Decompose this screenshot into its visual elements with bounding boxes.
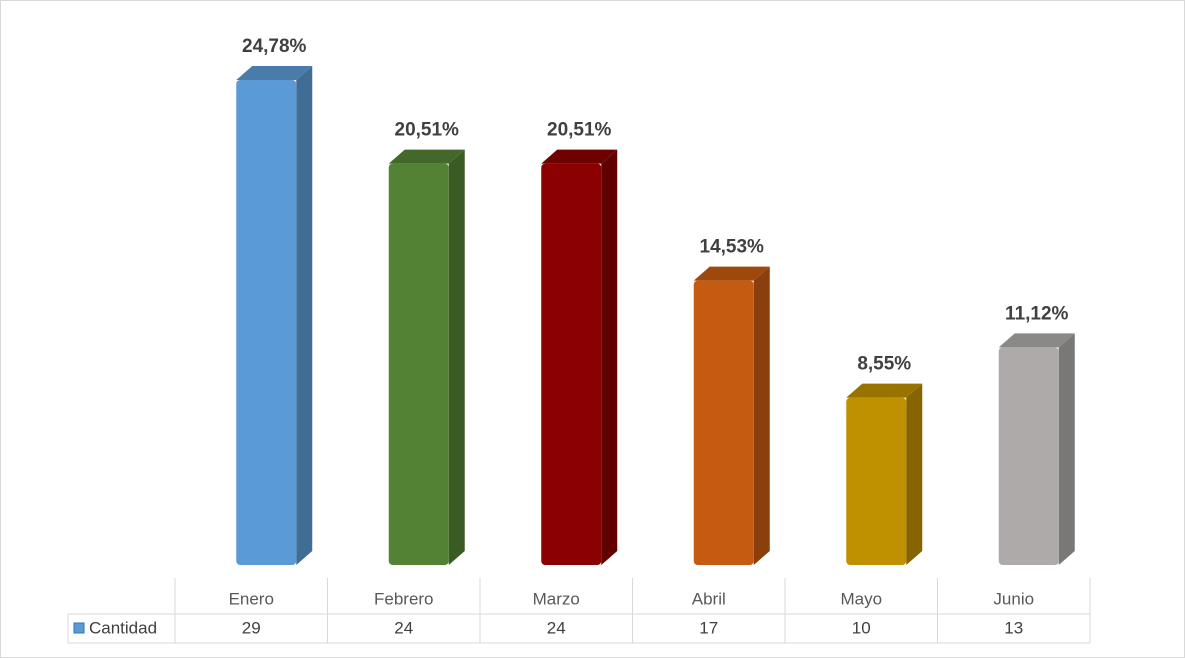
- x-tick-label: Enero: [229, 589, 274, 608]
- bar: [693, 280, 754, 565]
- bar: [998, 347, 1059, 565]
- data-label: 24,78%: [242, 36, 307, 57]
- table-value: 13: [1004, 618, 1023, 637]
- x-tick-label: Junio: [993, 589, 1034, 608]
- data-label: 20,51%: [395, 120, 460, 141]
- x-tick-label: Marzo: [533, 589, 580, 608]
- bar-top: [998, 333, 1075, 348]
- bar: [388, 163, 449, 566]
- bar: [846, 397, 907, 565]
- bar-top: [846, 383, 923, 398]
- bar-top: [693, 266, 770, 281]
- table-row-name: Cantidad: [89, 618, 157, 637]
- legend-swatch: [73, 622, 85, 634]
- data-label: 11,12%: [1005, 303, 1068, 324]
- x-tick-label: Febrero: [374, 589, 434, 608]
- bar-top: [541, 149, 618, 164]
- table-value: 29: [242, 618, 261, 637]
- bar-side: [1058, 333, 1075, 565]
- x-tick-label: Mayo: [840, 589, 882, 608]
- bar-side: [753, 266, 770, 565]
- table-value: 24: [547, 618, 566, 637]
- bar-top: [236, 66, 313, 80]
- bar-side: [296, 66, 313, 565]
- table-value: 10: [852, 618, 871, 637]
- data-label: 20,51%: [547, 120, 612, 141]
- bar-top: [388, 149, 465, 164]
- bar-side: [448, 149, 465, 566]
- bar-side: [601, 149, 618, 566]
- table-value: 24: [394, 618, 413, 637]
- bar: [236, 80, 297, 565]
- x-tick-label: Abril: [692, 589, 726, 608]
- table-value: 17: [699, 618, 718, 637]
- bar: [541, 163, 602, 566]
- data-label: 14,53%: [700, 237, 765, 258]
- bar-side: [906, 383, 923, 565]
- data-label: 8,55%: [857, 354, 911, 375]
